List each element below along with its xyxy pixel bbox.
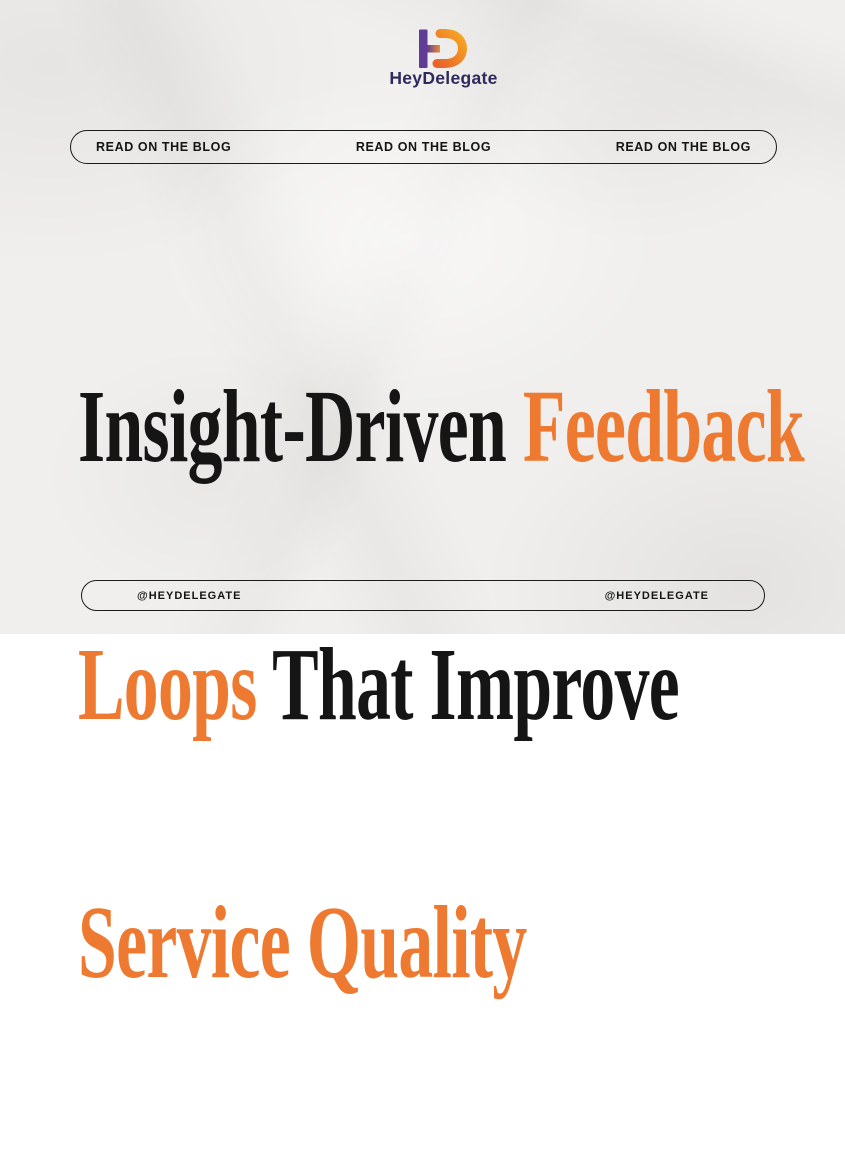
social-handle-right[interactable]: @HEYDELEGATE (604, 589, 709, 602)
read-on-blog-link-1[interactable]: READ ON THE BLOG (96, 140, 232, 154)
social-handle-banner: @HEYDELEGATE @HEYDELEGATE (81, 580, 765, 611)
headline: Insight-Driven Feedback Loops That Impro… (78, 212, 805, 1158)
headline-line-3: Service Quality (78, 891, 804, 995)
social-handle-left[interactable]: @HEYDELEGATE (137, 589, 242, 602)
heydelegate-logo: HeyDelegate (389, 28, 497, 89)
read-on-blog-link-2[interactable]: READ ON THE BLOG (355, 140, 492, 154)
blog-promo-poster: HeyDelegate READ ON THE BLOG READ ON THE… (0, 0, 845, 995)
headline-segment: Feedback (522, 369, 805, 484)
hd-monogram-icon (419, 29, 468, 68)
headline-segment: Loops (78, 627, 273, 742)
read-on-blog-banner: READ ON THE BLOG READ ON THE BLOG READ O… (70, 130, 777, 164)
headline-segment: Service Quality (78, 885, 527, 1000)
logo-area: HeyDelegate (0, 28, 845, 89)
logo-wordmark: HeyDelegate (389, 68, 498, 88)
headline-line-2: Loops That Improve (78, 633, 804, 737)
headline-segment: Insight-Driven (78, 369, 523, 484)
headline-segment: That Improve (272, 627, 680, 742)
read-on-blog-link-3[interactable]: READ ON THE BLOG (615, 140, 751, 154)
headline-line-1: Insight-Driven Feedback (78, 375, 805, 479)
